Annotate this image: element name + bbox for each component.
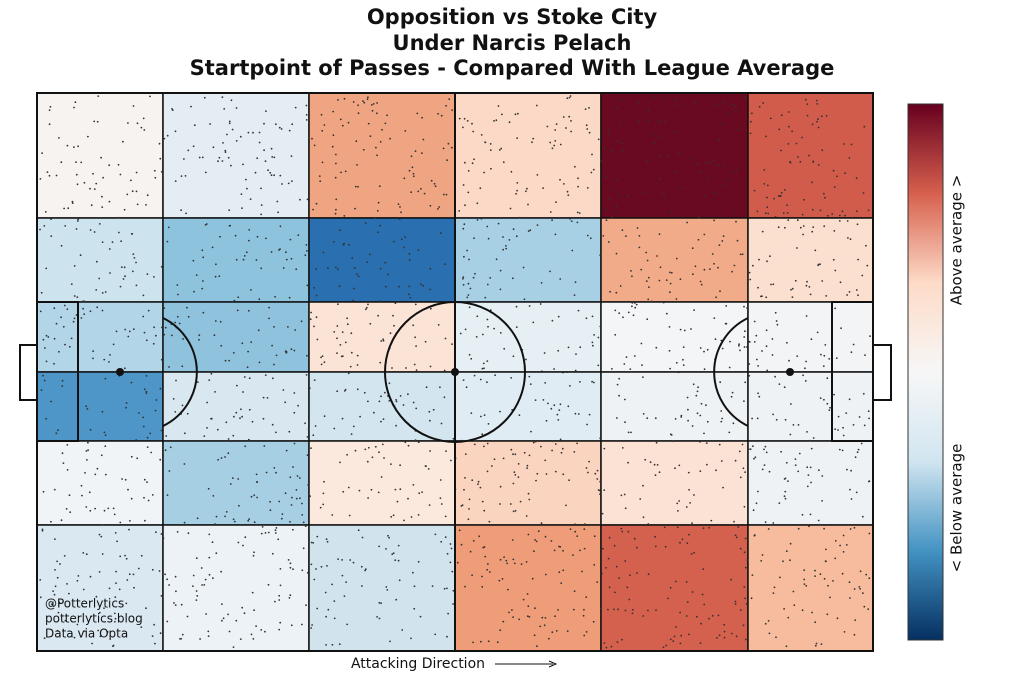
zone-cell [162, 524, 310, 652]
zone-cell [162, 440, 310, 526]
zone-cell [454, 440, 602, 526]
zone-cell [36, 217, 164, 303]
zone-cell [308, 92, 456, 219]
zone-cell [747, 371, 874, 442]
pitch-markings [19, 92, 892, 652]
zone-cell [308, 371, 456, 442]
chart-title: Startpoint of Passes - Compared With Lea… [190, 56, 835, 80]
zone-cell [600, 371, 749, 442]
x-axis-label: Attacking Direction [351, 656, 485, 672]
zone-cell [454, 524, 602, 652]
zone-cell [600, 92, 749, 219]
zone-cell [747, 524, 874, 652]
zone-cell [308, 301, 456, 373]
chart-title: Under Narcis Pelach [393, 31, 632, 55]
zone-cell [162, 92, 310, 219]
chart-title: Opposition vs Stoke City [367, 5, 658, 29]
zone-cell [454, 371, 602, 442]
credit: Data via Opta [45, 627, 128, 641]
zone-cell [600, 217, 749, 303]
zone-cell [308, 524, 456, 652]
colorbar-label: Above average > [948, 175, 966, 306]
direction-arrow [495, 660, 558, 668]
zone-cell [747, 92, 874, 219]
zone-cell [747, 217, 874, 303]
credit: potterlytics.blog [45, 612, 143, 626]
zone-cell [600, 440, 749, 526]
zone-cell [600, 301, 749, 373]
zone-cell [600, 524, 749, 652]
zone-cell [454, 217, 602, 303]
zone-cell [162, 301, 310, 373]
colorbar [907, 103, 944, 641]
zone-cell [36, 371, 164, 442]
dot-texture [39, 95, 871, 649]
colorbar-label: < Below average [948, 444, 966, 573]
zone-cell [36, 301, 164, 373]
zone-cell [308, 217, 456, 303]
zone-cell [308, 440, 456, 526]
zone-cell [36, 440, 164, 526]
zone-cell [747, 301, 874, 373]
credit: @Potterlytics [45, 597, 124, 611]
zone-cell [36, 92, 164, 219]
zone-cell [454, 92, 602, 219]
